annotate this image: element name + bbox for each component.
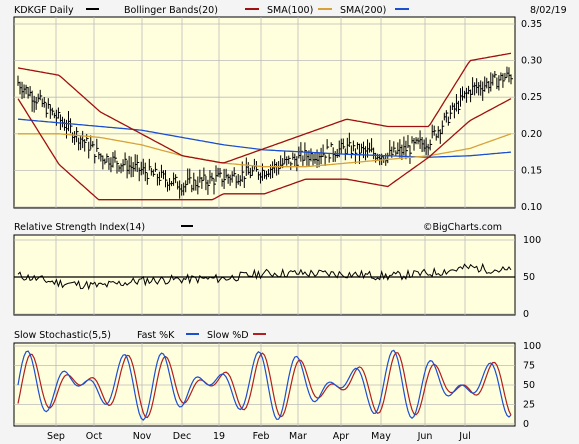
rsi-line — [17, 262, 512, 291]
stoch-series — [17, 349, 512, 421]
price-grid — [14, 17, 515, 208]
fast-k-line — [17, 349, 512, 421]
x-tick-label: 19 — [213, 431, 225, 442]
sma200-legend-label: SMA(200) — [340, 5, 386, 16]
price-tick-label: 0.15 — [521, 165, 542, 176]
rsi-panel — [13, 234, 516, 316]
x-tick-label: Dec — [173, 431, 191, 442]
price-tick-label: 0.25 — [521, 92, 542, 103]
rsi-tick-label: 100 — [523, 235, 541, 246]
stoch-title: Slow Stochastic(5,5) — [14, 330, 111, 341]
rsi-tick-label: 50 — [523, 272, 535, 283]
stoch-tick-label: 0 — [523, 419, 529, 430]
watermark: ©BigCharts.com — [423, 222, 502, 233]
slow-d-label: Slow %D — [207, 330, 249, 341]
price-tick-label: 0.35 — [521, 19, 542, 30]
chart-legend: KDKGF Daily Bollinger Bands(20) SMA(100)… — [14, 5, 567, 16]
stoch-tick-label: 25 — [523, 400, 535, 411]
slow-d-line — [17, 352, 512, 419]
stoch-tick-label: 75 — [523, 361, 535, 372]
price-panel — [13, 16, 516, 209]
bollinger-legend-label: Bollinger Bands(20) — [124, 5, 218, 16]
rsi-title: Relative Strength Index(14) — [14, 222, 145, 233]
x-tick-label: Nov — [133, 431, 152, 442]
stoch-tick-label: 100 — [523, 341, 541, 352]
bollinger-lower-line — [17, 98, 512, 201]
x-tick-label: Apr — [333, 431, 350, 442]
rsi-tick-label: 0 — [523, 309, 529, 320]
rsi-grid — [14, 235, 515, 315]
x-tick-label: Mar — [289, 431, 307, 442]
x-tick-label: Jun — [417, 431, 433, 442]
rsi-y-axis: 100 50 0 — [523, 235, 541, 320]
x-tick-label: Feb — [253, 431, 270, 442]
price-tick-label: 0.10 — [521, 202, 542, 213]
stoch-y-axis: 100 75 50 25 0 — [523, 341, 541, 430]
sma100-legend-label: SMA(100) — [267, 5, 313, 16]
x-tick-label: Jul — [458, 431, 470, 442]
price-tick-label: 0.20 — [521, 129, 542, 140]
rsi-series — [17, 262, 512, 291]
x-tick-label: May — [371, 431, 391, 442]
fast-k-label: Fast %K — [137, 330, 175, 341]
price-tick-label: 0.30 — [521, 56, 542, 67]
price-y-axis: 0.35 0.30 0.25 0.20 0.15 0.10 — [521, 19, 542, 213]
price-series — [17, 52, 513, 201]
sma100-line — [18, 133, 512, 168]
chart-date: 8/02/19 — [530, 5, 567, 16]
symbol-label: KDKGF Daily — [14, 5, 74, 16]
x-axis: Sep Oct Nov Dec 19 Feb Mar Apr May Jun Jul — [47, 431, 471, 442]
stoch-tick-label: 50 — [523, 380, 535, 391]
x-tick-label: Oct — [86, 431, 103, 442]
x-tick-label: Sep — [47, 431, 65, 442]
bollinger-upper-line — [17, 52, 512, 164]
